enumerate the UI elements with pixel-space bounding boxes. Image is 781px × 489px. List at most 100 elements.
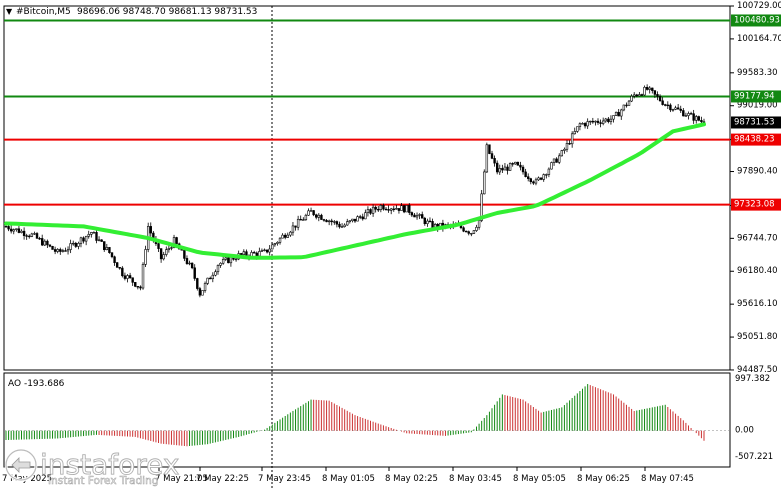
candle-body — [190, 262, 194, 269]
candle-body — [278, 237, 282, 243]
candle-body — [527, 176, 530, 179]
candle-body — [467, 231, 470, 234]
candle-body — [581, 123, 584, 125]
candle-body — [545, 174, 548, 176]
price-tick-label: 100729.00 — [737, 1, 781, 11]
candle-body — [92, 232, 96, 234]
time-tick-label: 7 May 22:25 — [196, 474, 249, 484]
time-tick-label: 8 May 05:05 — [513, 474, 566, 484]
candle-body — [371, 206, 375, 214]
candle-body — [283, 234, 287, 238]
ao-tick-label: -507.221 — [735, 452, 773, 462]
candle-body — [258, 251, 261, 257]
candle-body — [374, 206, 377, 210]
candle-body — [669, 104, 672, 111]
candle-body — [281, 234, 284, 239]
candle-body — [131, 277, 134, 283]
candle-body — [12, 229, 15, 232]
candle-body — [219, 262, 222, 266]
candle-body — [100, 239, 103, 242]
candle-body — [188, 262, 191, 265]
candle-body — [15, 228, 18, 230]
price-level-tag — [731, 90, 781, 103]
ohlc-label: 98696.06 98748.70 98681.13 98731.53 — [77, 7, 257, 17]
candle-body — [358, 216, 362, 218]
candle-body — [87, 234, 90, 237]
candle-body — [521, 166, 525, 173]
candle-body — [402, 205, 406, 213]
candle-body — [159, 248, 163, 260]
candle-body — [679, 108, 682, 111]
collapse-arrow-icon[interactable]: ▼ — [6, 7, 13, 16]
candle-body — [547, 168, 551, 175]
candle-body — [296, 218, 300, 228]
candle-body — [84, 235, 88, 242]
time-tick-label: 8 May 02:25 — [385, 474, 438, 484]
candle-body — [501, 168, 504, 171]
candle-body — [560, 150, 564, 157]
candle-body — [43, 240, 46, 246]
candle-body — [695, 116, 698, 121]
support-resistance-levels — [4, 19, 730, 206]
candle-body — [33, 233, 36, 235]
candle-body — [268, 248, 271, 253]
candle-body — [134, 282, 137, 287]
candle-body — [103, 241, 106, 251]
candle-body — [141, 264, 145, 289]
price-level-tag — [731, 14, 781, 27]
candle-body — [462, 227, 465, 232]
price-level-label: 97323.08 — [734, 200, 775, 210]
candle-body — [312, 210, 315, 216]
candle-body — [563, 148, 566, 151]
price-tick-label: 94487.50 — [737, 365, 778, 375]
candle-body — [165, 249, 168, 255]
price-level-label: 99177.94 — [734, 91, 775, 101]
candle-body — [464, 230, 468, 233]
candle-body — [224, 257, 227, 260]
candle-body — [470, 233, 473, 235]
price-tick-label: 95051.80 — [737, 332, 778, 342]
candle-body — [599, 122, 602, 124]
candle-body — [108, 247, 111, 253]
candle-body — [348, 220, 352, 222]
candle-body — [118, 267, 121, 269]
candle-body — [30, 233, 34, 237]
candle-body — [382, 205, 385, 210]
ao-tick-label: 997.382 — [735, 374, 770, 384]
candle-body — [529, 178, 532, 183]
candle-body — [653, 90, 657, 95]
candle-body — [110, 252, 114, 258]
candle-body — [136, 286, 140, 288]
candle-body — [687, 113, 690, 116]
candle-body — [578, 123, 582, 128]
candle-body — [503, 166, 507, 171]
candle-body — [594, 120, 597, 123]
candle-body — [700, 120, 703, 123]
candle-body — [335, 221, 339, 225]
candle-body — [369, 209, 372, 214]
candle-body — [307, 210, 310, 216]
candle-body — [252, 252, 256, 254]
candle-body — [392, 208, 395, 210]
candle-body — [351, 218, 354, 221]
candle-body — [480, 193, 483, 221]
candle-body — [315, 214, 318, 218]
candle-body — [607, 118, 610, 122]
candle-body — [397, 208, 401, 211]
candle-body — [304, 214, 308, 220]
candle-body — [511, 163, 514, 165]
candle-body — [643, 86, 646, 96]
candle-body — [413, 214, 416, 218]
candle-body — [389, 208, 393, 211]
watermark-brand: instaforex — [40, 448, 179, 481]
candle-body — [77, 243, 80, 247]
candle-body — [384, 208, 388, 211]
time-tick-label: 8 May 07:45 — [641, 474, 694, 484]
candle-body — [583, 123, 587, 127]
price-tick-label: 99583.30 — [737, 68, 778, 78]
candle-body — [676, 107, 680, 110]
candle-body — [612, 115, 615, 120]
candle-body — [346, 221, 349, 226]
candle-body — [56, 249, 59, 252]
candle-body — [651, 87, 654, 91]
